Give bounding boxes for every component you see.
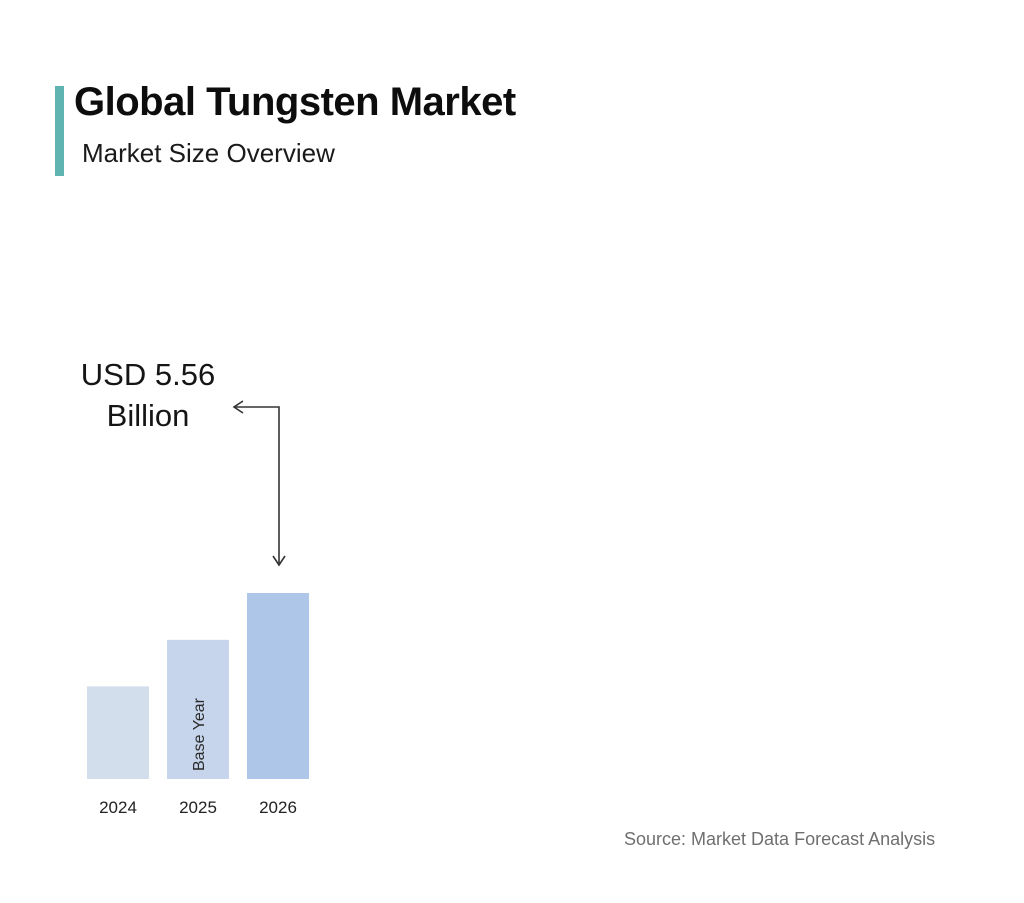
source-note: Source: Market Data Forecast Analysis [624,829,936,849]
x-tick-label-2026: 2026 [259,798,297,817]
value-callout-unit: Billion [106,398,190,433]
title-accent-bar [55,86,64,176]
page-subtitle: Market Size Overview [82,138,335,168]
callout-arrow-line [234,406,280,565]
value-callout-amount: USD 5.56 [80,357,216,392]
bar-2024 [87,686,149,779]
x-tick-label-2024: 2024 [99,798,137,817]
value-callout: USD 5.56 Billion [58,354,238,436]
x-tick-label-2025: 2025 [179,798,217,817]
callout-arrowhead-down [272,555,286,567]
callout-arrowhead-left [232,400,244,414]
page-title: Global Tungsten Market [74,80,516,124]
bar-2025 [167,639,229,779]
bar-2026 [247,593,309,779]
bar-annotation-base-year: Base Year [191,697,208,771]
